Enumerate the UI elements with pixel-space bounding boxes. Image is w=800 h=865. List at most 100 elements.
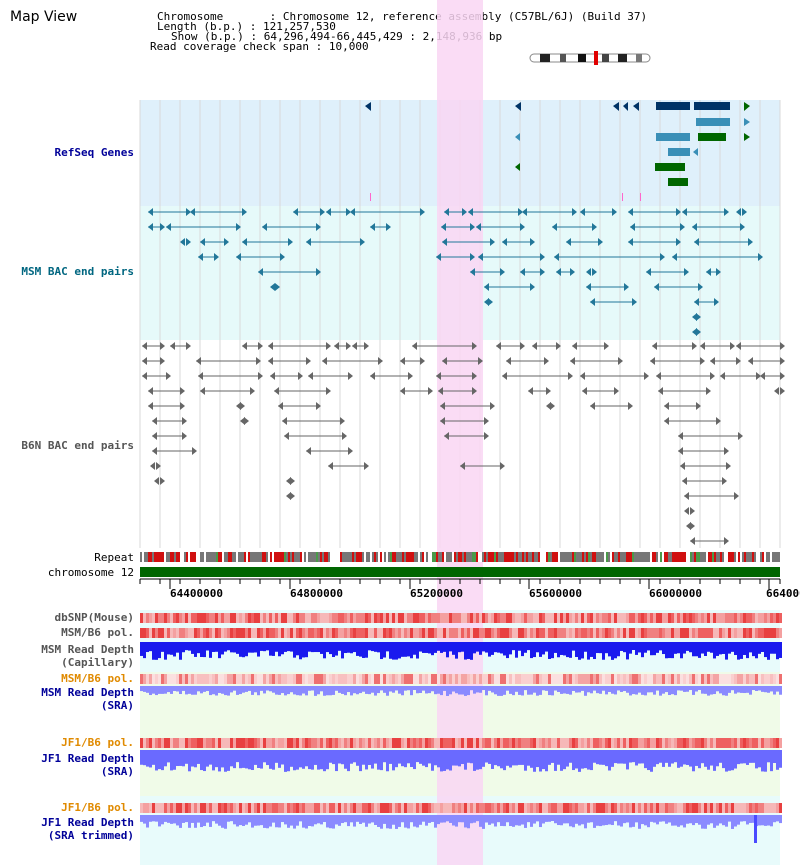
heat-tracks[interactable] bbox=[140, 613, 782, 843]
depth-bar bbox=[458, 686, 461, 695]
track-label-msm-bac[interactable]: MSM BAC end pairs bbox=[21, 265, 134, 278]
repeat-cell bbox=[656, 552, 658, 562]
repeat-cell bbox=[566, 552, 568, 562]
heat-cell bbox=[419, 674, 422, 684]
heat-cell bbox=[560, 738, 563, 748]
depth-bar bbox=[494, 642, 497, 653]
bac-end-right bbox=[592, 223, 597, 231]
repeat-cell bbox=[536, 552, 538, 562]
heat-cell bbox=[167, 613, 170, 623]
repeat-cell bbox=[324, 552, 326, 562]
track-label-chromosome[interactable]: chromosome 12 bbox=[47, 566, 134, 579]
depth-bar bbox=[155, 750, 158, 771]
depth-bar bbox=[167, 686, 170, 693]
heat-cell bbox=[776, 738, 779, 748]
heat-cell bbox=[632, 803, 635, 813]
depth-bar bbox=[503, 686, 506, 695]
heat-cell bbox=[593, 613, 596, 623]
chromosome-ideogram[interactable] bbox=[529, 51, 651, 65]
depth-bar bbox=[554, 686, 557, 691]
heat-cell bbox=[470, 803, 473, 813]
msm-bac-features[interactable] bbox=[148, 208, 763, 336]
heat-cell bbox=[143, 803, 146, 813]
repeat-cell bbox=[488, 552, 490, 562]
track-label-msm-b6-pol-sra[interactable]: MSM/B6 pol. bbox=[61, 672, 134, 685]
track-label-dbsnp[interactable]: dbSNP(Mouse) bbox=[54, 611, 134, 624]
depth-bar bbox=[140, 642, 143, 656]
depth-bar bbox=[149, 815, 152, 822]
track-label-msm-depth-sra[interactable]: MSM Read Depth bbox=[41, 686, 134, 699]
repeat-cell bbox=[140, 552, 142, 562]
heat-cell bbox=[563, 674, 566, 684]
depth-bar bbox=[566, 686, 569, 694]
b6n-bac-features[interactable] bbox=[142, 342, 785, 545]
highlight-region[interactable] bbox=[437, 0, 483, 865]
heat-cell bbox=[479, 628, 482, 638]
bac-end-right bbox=[724, 537, 729, 545]
bac-end-right bbox=[572, 208, 577, 216]
heat-cell bbox=[443, 613, 446, 623]
bac-end-right bbox=[348, 372, 353, 380]
bac-end-left bbox=[352, 342, 357, 350]
heat-cell bbox=[728, 628, 731, 638]
depth-bar bbox=[254, 815, 257, 826]
track-label-jf1-b6-pol-2[interactable]: JF1/B6 pol. bbox=[61, 801, 134, 814]
depth-bar bbox=[215, 750, 218, 768]
heat-cell bbox=[566, 803, 569, 813]
repeat-cell bbox=[438, 552, 440, 562]
heat-cell bbox=[254, 613, 257, 623]
depth-bar bbox=[311, 815, 314, 827]
depth-bar bbox=[539, 642, 542, 657]
depth-bar bbox=[758, 642, 761, 654]
depth-bar bbox=[692, 750, 695, 772]
heat-cell bbox=[737, 738, 740, 748]
heat-cell bbox=[344, 674, 347, 684]
heat-cell bbox=[479, 674, 482, 684]
repeat-cell bbox=[308, 552, 310, 562]
bac-end-left bbox=[590, 402, 595, 410]
heat-cell bbox=[764, 613, 767, 623]
heat-cell bbox=[665, 628, 668, 638]
depth-bar bbox=[593, 815, 596, 828]
chromosome-bar[interactable] bbox=[140, 567, 780, 577]
heat-cell bbox=[707, 613, 710, 623]
track-label-msm-b6-pol[interactable]: MSM/B6 pol. bbox=[61, 626, 134, 639]
refseq-gene-features[interactable] bbox=[365, 102, 750, 201]
heat-cell bbox=[671, 613, 674, 623]
bac-end-right bbox=[530, 283, 535, 291]
repeat-cell bbox=[256, 552, 258, 562]
heat-cell bbox=[665, 613, 668, 623]
bac-end-left bbox=[478, 253, 483, 261]
track-label-msm-depth-cap[interactable]: MSM Read Depth bbox=[41, 643, 134, 656]
depth-bar bbox=[362, 642, 365, 658]
heat-cell bbox=[446, 628, 449, 638]
heat-cell bbox=[263, 674, 266, 684]
repeat-cell bbox=[280, 552, 282, 562]
bac-end-right bbox=[690, 522, 695, 530]
repeat-cell bbox=[634, 552, 636, 562]
track-label-refseq[interactable]: RefSeq Genes bbox=[54, 146, 134, 159]
depth-bar bbox=[251, 642, 254, 653]
depth-bar bbox=[746, 642, 749, 659]
heat-cell bbox=[146, 674, 149, 684]
track-label-repeat[interactable]: Repeat bbox=[94, 551, 134, 564]
heat-cell bbox=[329, 674, 332, 684]
heat-cell bbox=[158, 628, 161, 638]
heat-cell bbox=[548, 803, 551, 813]
repeat-cell bbox=[162, 552, 164, 562]
heat-cell bbox=[653, 674, 656, 684]
repeat-track-bar[interactable] bbox=[140, 552, 780, 562]
heat-cell bbox=[260, 613, 263, 623]
heat-cell bbox=[398, 674, 401, 684]
track-label-jf1-depth-sra[interactable]: JF1 Read Depth bbox=[41, 752, 134, 765]
depth-bar bbox=[767, 686, 770, 693]
track-label-jf1-depth-trim[interactable]: JF1 Read Depth bbox=[41, 816, 134, 829]
heat-cell bbox=[323, 613, 326, 623]
repeat-cell bbox=[608, 552, 610, 562]
track-label-jf1-b6-pol[interactable]: JF1/B6 pol. bbox=[61, 736, 134, 749]
heat-cell bbox=[326, 674, 329, 684]
depth-bar bbox=[353, 815, 356, 827]
track-label-b6n-bac[interactable]: B6N BAC end pairs bbox=[21, 439, 134, 452]
depth-bar bbox=[734, 750, 737, 769]
